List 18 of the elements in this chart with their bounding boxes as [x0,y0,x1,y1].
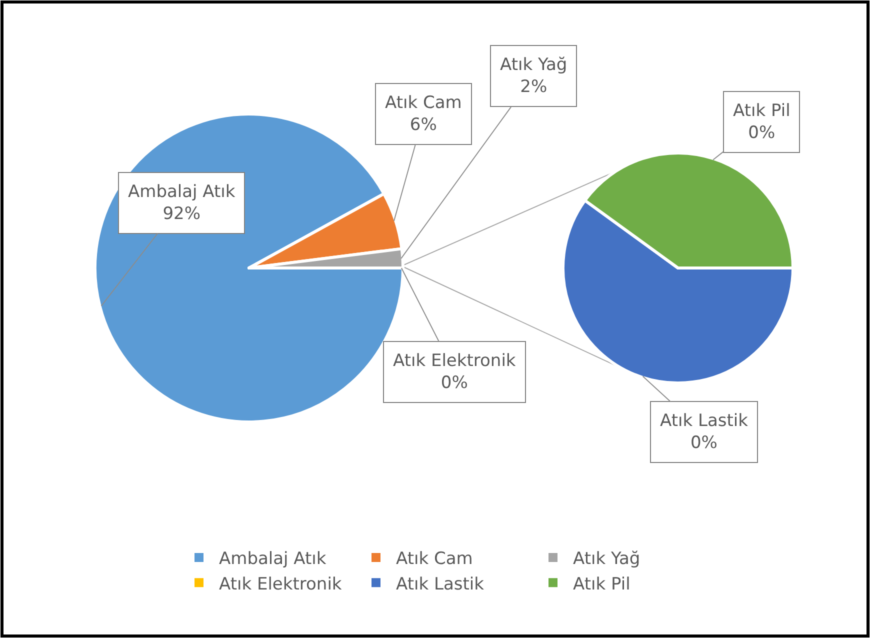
slice-label: Atık Cam [385,93,462,113]
data-label: 2% [520,77,548,98]
data-label: 0% [748,123,776,144]
legend-label: Atık Pil [573,574,630,594]
slice-label: Atık Pil [733,101,790,121]
slice-label: Atık Yağ [500,55,568,75]
data-label: 6% [410,115,437,136]
legend-label: Atık Lastik [396,574,484,594]
legend-label: Atık Cam [396,549,473,570]
slice-label: Atık Lastik [660,411,748,431]
slice-label: Ambalaj Atık [128,182,236,202]
data-label: 0% [690,433,718,454]
legend-label: Ambalaj Atık [219,549,326,570]
legend-label: Atık Yağ [573,549,640,570]
category-label: Atık Elektronik [393,351,516,371]
text: 0% [440,373,468,394]
legend-label: Atık Elektronik [219,574,342,594]
data-label: 92% [162,204,201,224]
